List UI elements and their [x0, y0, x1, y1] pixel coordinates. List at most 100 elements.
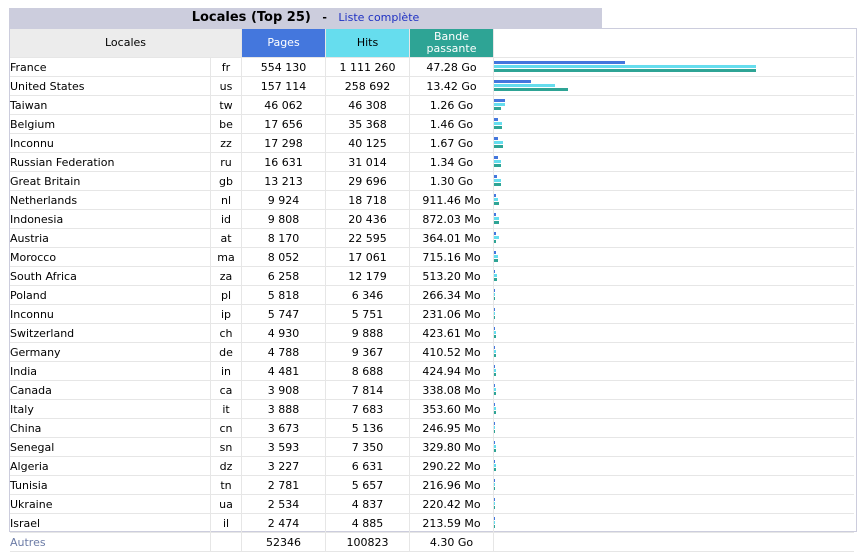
bar-graph-cell [493, 133, 854, 153]
bar-graph [494, 400, 854, 418]
locale-name: China [10, 418, 211, 438]
bar-graph [494, 96, 854, 114]
bandwidth-value: 13.42 Go [409, 76, 494, 96]
hits-value: 17 061 [325, 247, 410, 267]
table-row: Indonesia id 9 808 20 436 872.03 Mo [10, 209, 854, 229]
bar-graph [494, 476, 854, 494]
locales-table-frame: Locales Pages Hits Bande passante France… [9, 28, 857, 552]
pages-bar [494, 517, 495, 520]
table-row: Ukraine ua 2 534 4 837 220.42 Mo [10, 494, 854, 514]
locale-name: United States [10, 76, 211, 96]
bandwidth-value: 338.08 Mo [409, 380, 494, 400]
hits-value: 7 683 [325, 399, 410, 419]
table-row: Belgium be 17 656 35 368 1.46 Go [10, 114, 854, 134]
pages-bar [494, 213, 496, 216]
bar-graph [494, 324, 854, 342]
hits-value: 4 885 [325, 513, 410, 533]
bar-graph [494, 115, 854, 133]
bandwidth-value: 513.20 Mo [409, 266, 494, 286]
full-list-link[interactable]: Liste complète [338, 11, 420, 24]
pages-value: 6 258 [241, 266, 326, 286]
table-row: Netherlands nl 9 924 18 718 911.46 Mo [10, 190, 854, 210]
bar-graph [494, 381, 854, 399]
pages-bar [494, 327, 495, 330]
bandwidth-bar [494, 278, 497, 281]
bandwidth-value: 364.01 Mo [409, 228, 494, 248]
table-row: Inconnu ip 5 747 5 751 231.06 Mo [10, 304, 854, 324]
pages-bar [494, 479, 495, 482]
hits-value: 8 688 [325, 361, 410, 381]
bar-graph [494, 77, 854, 95]
pages-value: 4 481 [241, 361, 326, 381]
locale-code: ma [210, 247, 242, 267]
bandwidth-bar [494, 69, 756, 72]
table-row: Taiwan tw 46 062 46 308 1.26 Go [10, 95, 854, 115]
hits-bar [494, 407, 496, 410]
table-row: United States us 157 114 258 692 13.42 Go [10, 76, 854, 96]
pages-bar [494, 137, 498, 140]
table-row: Switzerland ch 4 930 9 888 423.61 Mo [10, 323, 854, 343]
bar-graph-cell [493, 513, 854, 533]
locale-name: Poland [10, 285, 211, 305]
locale-name: Germany [10, 342, 211, 362]
hits-bar [494, 179, 501, 182]
hits-value: 258 692 [325, 76, 410, 96]
pages-value: 8 052 [241, 247, 326, 267]
bar-graph [494, 229, 854, 247]
locale-code: ch [210, 323, 242, 343]
others-code [210, 532, 242, 552]
locale-code: zz [210, 133, 242, 153]
locale-name: Israel [10, 513, 211, 533]
pages-value: 4 788 [241, 342, 326, 362]
table-row: France fr 554 130 1 111 260 47.28 Go [10, 57, 854, 77]
bar-graph [494, 438, 854, 456]
hits-bar [494, 388, 496, 391]
hits-value: 5 136 [325, 418, 410, 438]
locale-code: cn [210, 418, 242, 438]
bandwidth-value: 353.60 Mo [409, 399, 494, 419]
locale-code: de [210, 342, 242, 362]
locale-name: France [10, 57, 211, 77]
bar-graph-cell [493, 399, 854, 419]
pages-value: 3 888 [241, 399, 326, 419]
others-hits: 100823 [325, 532, 410, 552]
locale-code: in [210, 361, 242, 381]
locale-code: sn [210, 437, 242, 457]
pages-value: 3 593 [241, 437, 326, 457]
hits-bar [494, 236, 499, 239]
hits-value: 35 368 [325, 114, 410, 134]
bandwidth-value: 1.26 Go [409, 95, 494, 115]
bar-graph-cell [493, 209, 854, 229]
bandwidth-bar [494, 354, 496, 357]
bandwidth-value: 329.80 Mo [409, 437, 494, 457]
locale-name: Algeria [10, 456, 211, 476]
bandwidth-bar [494, 183, 501, 186]
table-row: Canada ca 3 908 7 814 338.08 Mo [10, 380, 854, 400]
col-header-locales: Locales [10, 29, 242, 58]
others-label: Autres [10, 532, 211, 552]
locale-code: ua [210, 494, 242, 514]
bandwidth-value: 246.95 Mo [409, 418, 494, 438]
hits-bar [494, 198, 498, 201]
others-bandwidth: 4.30 Go [409, 532, 494, 552]
locale-code: za [210, 266, 242, 286]
locale-code: be [210, 114, 242, 134]
bar-graph [494, 419, 854, 437]
pages-bar [494, 308, 495, 311]
bandwidth-value: 266.34 Mo [409, 285, 494, 305]
bar-graph-cell [493, 95, 854, 115]
locale-code: fr [210, 57, 242, 77]
pages-value: 2 534 [241, 494, 326, 514]
pages-bar [494, 403, 495, 406]
bar-graph [494, 248, 854, 266]
locale-name: Netherlands [10, 190, 211, 210]
bar-graph-cell [493, 266, 854, 286]
hits-bar [494, 502, 495, 505]
pages-value: 5 747 [241, 304, 326, 324]
locale-name: Morocco [10, 247, 211, 267]
bandwidth-value: 290.22 Mo [409, 456, 494, 476]
pages-value: 2 781 [241, 475, 326, 495]
pages-bar [494, 365, 495, 368]
locale-name: Tunisia [10, 475, 211, 495]
bandwidth-bar [494, 316, 495, 319]
